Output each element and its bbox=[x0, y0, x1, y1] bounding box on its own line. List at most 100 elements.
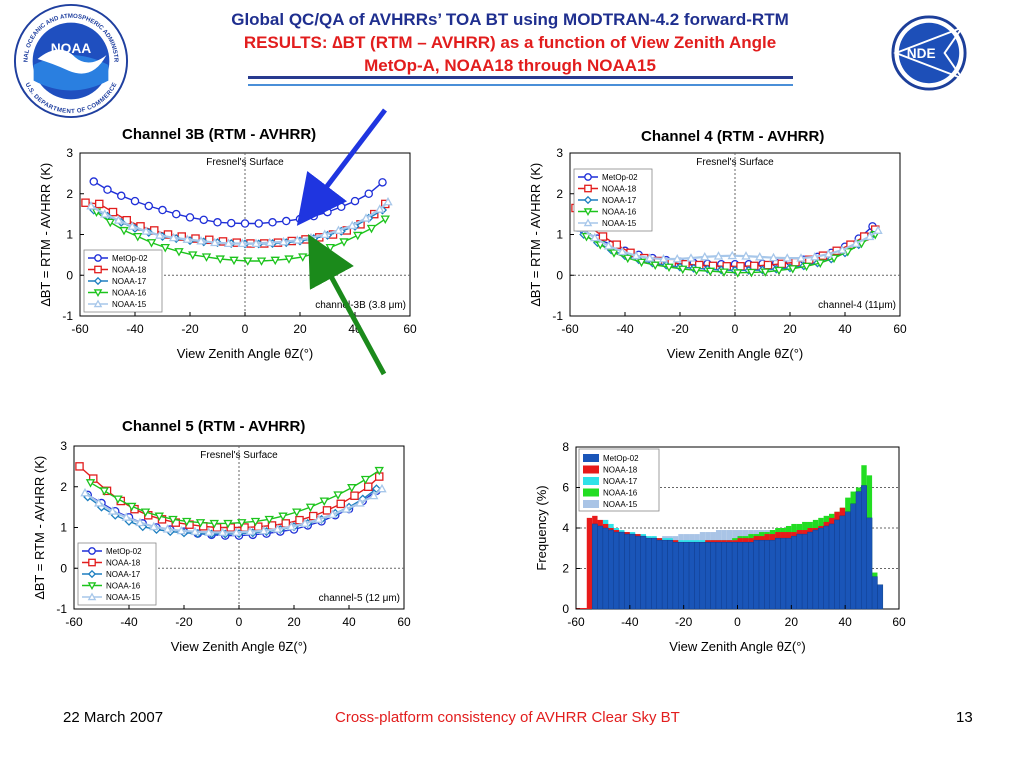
data-point bbox=[217, 527, 228, 536]
slide-subtitle: RESULTS: ∆BT (RTM – AVHRR) as a function… bbox=[243, 33, 777, 52]
data-point bbox=[755, 251, 765, 261]
x-tick-label: 20 bbox=[287, 615, 301, 629]
legend-label: MetOp-02 bbox=[602, 173, 638, 182]
data-point bbox=[581, 233, 592, 242]
series-line bbox=[90, 469, 380, 525]
y-axis-label: ∆BT = RTM - AVHRR (K) bbox=[32, 456, 47, 599]
series-noaa-15 bbox=[86, 196, 393, 247]
data-point bbox=[733, 269, 743, 278]
channel-annotation: channel-3B (3.8 μm) bbox=[315, 300, 406, 311]
data-point bbox=[155, 230, 165, 239]
y-axis-label: Frequency (%) bbox=[534, 485, 549, 570]
data-point bbox=[322, 506, 332, 515]
footer-date: 22 March 2007 bbox=[63, 709, 164, 726]
data-point bbox=[347, 220, 357, 230]
series-noaa-16 bbox=[85, 466, 384, 529]
fresnel-annotation: Fresnel's Surface bbox=[696, 157, 774, 168]
legend: MetOp-02 NOAA-18 NOAA-17 NOAA-16 NOAA-15 bbox=[573, 168, 653, 232]
y-tick-label: 0 bbox=[66, 268, 73, 282]
header-rule-light bbox=[248, 84, 793, 86]
data-point bbox=[117, 191, 126, 201]
data-point bbox=[245, 526, 255, 536]
satellite-list: MetOp-A, NOAA18 through NOAA15 bbox=[364, 56, 656, 75]
legend-label: NOAA-18 bbox=[602, 185, 637, 194]
data-point bbox=[810, 251, 820, 261]
data-point bbox=[713, 251, 724, 260]
data-point bbox=[195, 519, 206, 528]
data-point bbox=[347, 484, 357, 493]
data-point bbox=[264, 515, 274, 525]
x-tick-label: 0 bbox=[732, 322, 739, 336]
data-point bbox=[636, 258, 647, 268]
legend-label: NOAA-16 bbox=[112, 289, 147, 298]
legend-swatch bbox=[583, 454, 599, 462]
data-point bbox=[369, 490, 379, 500]
data-point bbox=[119, 226, 129, 236]
data-point bbox=[256, 257, 267, 266]
data-point bbox=[336, 499, 345, 509]
data-point bbox=[103, 185, 112, 194]
x-tick-label: 60 bbox=[397, 615, 411, 629]
data-point bbox=[719, 268, 729, 277]
data-point bbox=[284, 255, 294, 264]
data-point bbox=[380, 215, 390, 224]
y-tick-label: 2 bbox=[66, 187, 73, 201]
data-point bbox=[121, 512, 131, 521]
data-point bbox=[168, 515, 178, 525]
channel-annotation: channel-5 (12 μm) bbox=[319, 593, 400, 604]
data-point bbox=[360, 475, 371, 485]
data-point bbox=[162, 524, 173, 533]
y-tick-label: -1 bbox=[62, 309, 73, 323]
x-tick-label: -40 bbox=[616, 322, 634, 336]
data-point bbox=[265, 237, 275, 247]
data-point bbox=[383, 196, 393, 206]
y-tick-label: 3 bbox=[66, 146, 73, 160]
y-tick-label: 1 bbox=[556, 228, 563, 242]
data-point bbox=[105, 218, 115, 228]
legend-marker bbox=[87, 569, 97, 579]
y-axis-label: ∆BT = RTM - AVHRR (K) bbox=[528, 163, 543, 306]
data-point bbox=[272, 524, 283, 533]
x-tick-label: 20 bbox=[785, 615, 799, 629]
data-point bbox=[237, 519, 247, 528]
legend-marker bbox=[584, 173, 592, 181]
data-point bbox=[171, 209, 181, 219]
footer-caption: Cross-platform consistency of AVHRR Clea… bbox=[335, 709, 680, 726]
data-point bbox=[364, 189, 373, 199]
data-point bbox=[700, 251, 710, 261]
legend-label: NOAA-15 bbox=[602, 219, 637, 228]
data-point bbox=[240, 219, 250, 228]
data-point bbox=[672, 254, 682, 263]
histogram-bar bbox=[576, 607, 582, 609]
x-axis-label: View Zenith Angle θZ(°) bbox=[669, 639, 805, 654]
data-point bbox=[127, 221, 137, 230]
legend-swatch bbox=[583, 477, 599, 485]
data-point bbox=[286, 521, 296, 531]
legend-label: NOAA-17 bbox=[603, 477, 638, 486]
data-point bbox=[678, 265, 688, 275]
chart-title-ch4: Channel 4 (RTM - AVHRR) bbox=[641, 128, 825, 145]
data-point bbox=[292, 235, 302, 244]
chart-ch4: Fresnel's Surface channel-4 (11μm) MetOp-0… bbox=[528, 146, 907, 361]
data-point bbox=[292, 508, 302, 517]
legend-marker bbox=[87, 592, 97, 601]
data-point bbox=[80, 487, 90, 497]
data-point bbox=[727, 250, 737, 260]
data-point bbox=[865, 231, 875, 241]
data-point bbox=[768, 252, 779, 262]
x-tick-label: -40 bbox=[621, 615, 639, 629]
x-tick-label: 0 bbox=[242, 322, 249, 336]
slide-title: Global QC/QA of AVHRRs’ TOA BT using MOD… bbox=[231, 10, 789, 29]
data-point bbox=[705, 267, 715, 277]
data-point bbox=[314, 514, 324, 523]
x-tick-label: -60 bbox=[567, 615, 585, 629]
data-point bbox=[231, 527, 241, 536]
data-point bbox=[375, 204, 385, 213]
legend-label: NOAA-15 bbox=[112, 300, 147, 309]
data-point bbox=[355, 498, 365, 507]
y-tick-label: 2 bbox=[60, 480, 67, 494]
data-point bbox=[133, 233, 143, 242]
data-point bbox=[237, 238, 247, 247]
data-point bbox=[130, 196, 140, 206]
legend-marker bbox=[583, 195, 593, 205]
